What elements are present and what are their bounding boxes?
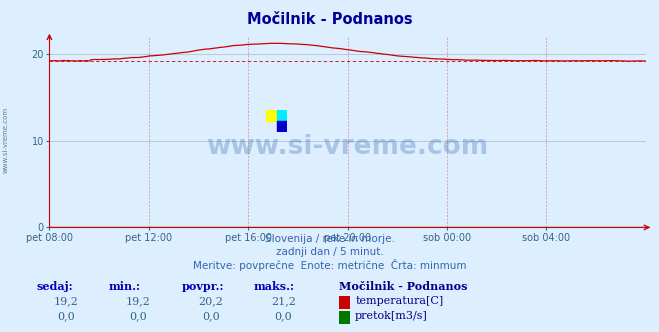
Bar [277,110,287,121]
Text: 0,0: 0,0 [57,311,74,321]
Bar [277,121,287,132]
Text: 21,2: 21,2 [271,296,296,306]
Text: www.si-vreme.com: www.si-vreme.com [206,134,489,160]
Text: Meritve: povprečne  Enote: metrične  Črta: minmum: Meritve: povprečne Enote: metrične Črta:… [192,259,467,271]
Text: 19,2: 19,2 [53,296,78,306]
Text: 20,2: 20,2 [198,296,223,306]
Text: 0,0: 0,0 [130,311,147,321]
Text: zadnji dan / 5 minut.: zadnji dan / 5 minut. [275,247,384,257]
Text: Slovenija / reke in morje.: Slovenija / reke in morje. [264,234,395,244]
Text: maks.:: maks.: [254,281,295,291]
Text: 0,0: 0,0 [275,311,292,321]
Text: pretok[m3/s]: pretok[m3/s] [355,311,428,321]
Text: 19,2: 19,2 [126,296,151,306]
Bar [266,110,277,121]
Text: Močilnik - Podnanos: Močilnik - Podnanos [339,281,468,291]
Text: temperatura[C]: temperatura[C] [355,296,444,306]
Text: povpr.:: povpr.: [181,281,223,291]
Text: www.si-vreme.com: www.si-vreme.com [2,106,9,173]
Text: 0,0: 0,0 [202,311,219,321]
Text: min.:: min.: [109,281,141,291]
Text: Močilnik - Podnanos: Močilnik - Podnanos [246,12,413,27]
Text: sedaj:: sedaj: [36,281,73,291]
